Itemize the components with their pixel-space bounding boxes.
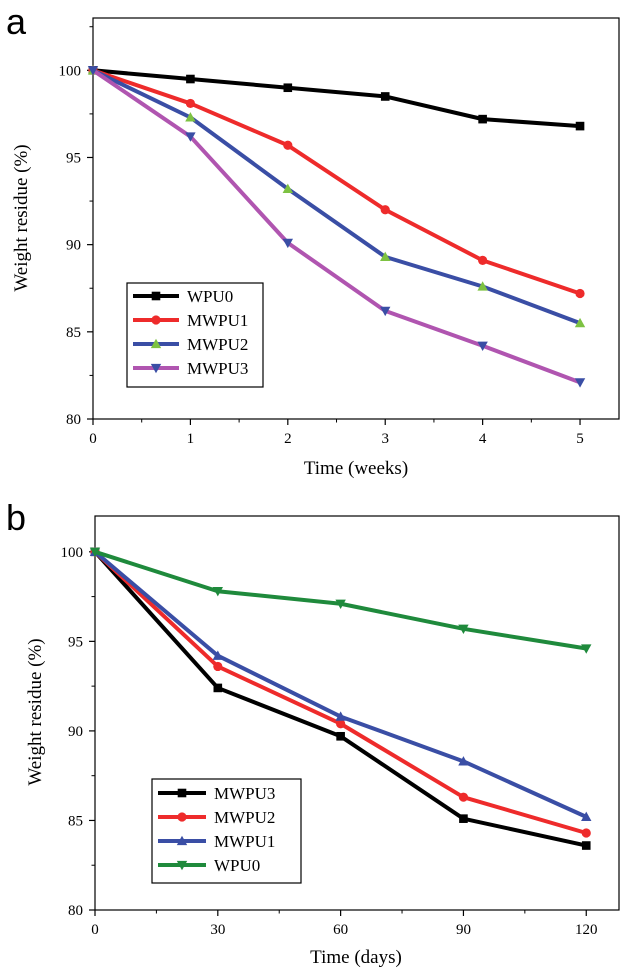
data-point-wpu0 bbox=[458, 624, 469, 635]
legend-label-mwpu2: MWPU2 bbox=[214, 808, 275, 827]
axis-ticks-b: 0 30 60 90 120 80 85 90 95 100 bbox=[61, 545, 598, 938]
legend-label-mwpu3: MWPU3 bbox=[187, 359, 248, 378]
data-point-wpu0 bbox=[212, 587, 224, 597]
data-point-mwpu2 bbox=[380, 251, 391, 262]
data-point-mwpu3 bbox=[459, 814, 468, 823]
y-tick-label: 85 bbox=[68, 813, 83, 829]
series-group-a bbox=[87, 65, 586, 388]
data-point-wpu0 bbox=[380, 92, 390, 101]
plot-frame-b bbox=[94, 515, 620, 911]
y-tick-label: 90 bbox=[66, 238, 81, 254]
data-point-wpu0 bbox=[335, 599, 346, 609]
data-point-wpu0 bbox=[478, 114, 487, 124]
plot-frame-a bbox=[92, 17, 620, 420]
legend-label-mwpu3: MWPU3 bbox=[214, 784, 275, 803]
legend-marker-wpu0 bbox=[151, 291, 161, 301]
chart-panel-b: b 0 30 60 90 120 80 85 90 95 100 Time (days) Weig… bbox=[6, 497, 620, 968]
series-group-b bbox=[89, 546, 592, 850]
series-line-mwpu3 bbox=[91, 68, 581, 385]
legend-label-mwpu1: MWPU1 bbox=[187, 311, 248, 330]
data-point-mwpu2 bbox=[213, 661, 223, 672]
y-axis-title-b: Weight residue (%) bbox=[25, 638, 46, 785]
y-tick-label: 80 bbox=[66, 412, 81, 428]
data-point-wpu0 bbox=[89, 547, 101, 558]
data-point-mwpu1 bbox=[478, 255, 488, 265]
x-tick-label: 5 bbox=[576, 431, 584, 447]
data-point-mwpu1 bbox=[335, 711, 346, 721]
x-tick-label: 90 bbox=[456, 922, 471, 938]
data-point-mwpu2 bbox=[477, 281, 488, 291]
data-point-mwpu2 bbox=[581, 828, 591, 838]
x-tick-label: 2 bbox=[284, 431, 292, 447]
legend-marker-mwpu1 bbox=[176, 835, 188, 846]
data-point-mwpu2 bbox=[185, 112, 196, 122]
series-line-mwpu1 bbox=[93, 550, 588, 819]
data-point-mwpu2 bbox=[574, 317, 586, 328]
legend-marker-mwpu3 bbox=[177, 788, 187, 798]
legend-marker-wpu0 bbox=[176, 860, 188, 871]
x-tick-label: 0 bbox=[91, 922, 99, 938]
data-point-mwpu1 bbox=[458, 756, 469, 766]
data-point-mwpu3 bbox=[213, 683, 223, 693]
x-tick-label: 1 bbox=[187, 431, 195, 447]
data-point-wpu0 bbox=[186, 74, 195, 84]
data-point-mwpu3 bbox=[574, 378, 586, 388]
data-point-wpu0 bbox=[283, 83, 293, 93]
panel-label-b: b bbox=[6, 497, 26, 538]
data-point-mwpu3 bbox=[282, 238, 294, 249]
legend-label-wpu0: WPU0 bbox=[214, 856, 260, 875]
data-point-mwpu3 bbox=[477, 341, 488, 351]
x-tick-label: 60 bbox=[333, 922, 348, 938]
series-line-mwpu1 bbox=[92, 68, 581, 296]
data-point-mwpu1 bbox=[581, 811, 592, 822]
x-tick-label: 120 bbox=[575, 922, 598, 938]
y-tick-label: 95 bbox=[66, 150, 81, 166]
legend-a: WPU0 MWPU1 MWPU2 MWPU3 bbox=[133, 287, 248, 378]
y-tick-label: 85 bbox=[66, 325, 81, 341]
x-tick-label: 0 bbox=[89, 431, 97, 447]
y-tick-label: 100 bbox=[61, 545, 84, 561]
panel-label-a: a bbox=[6, 1, 27, 42]
legend-marker-mwpu1 bbox=[151, 315, 161, 325]
x-tick-label: 3 bbox=[381, 431, 389, 447]
legend-label-mwpu2: MWPU2 bbox=[187, 335, 248, 354]
axis-ticks-a: 0 1 2 3 4 5 80 85 90 95 100 bbox=[59, 26, 584, 447]
legend-label-wpu0: WPU0 bbox=[187, 287, 233, 306]
data-point-mwpu1 bbox=[212, 650, 224, 660]
data-point-mwpu3 bbox=[380, 306, 391, 317]
series-line-mwpu2 bbox=[92, 68, 581, 325]
x-axis-title-a: Time (weeks) bbox=[304, 458, 408, 479]
legend-marker-mwpu2 bbox=[150, 338, 162, 349]
x-tick-label: 30 bbox=[210, 922, 225, 938]
data-point-mwpu2 bbox=[336, 719, 346, 729]
data-point-mwpu3 bbox=[336, 731, 345, 741]
data-point-mwpu1 bbox=[185, 98, 196, 109]
data-point-wpu0 bbox=[575, 121, 585, 131]
data-point-mwpu2 bbox=[458, 792, 469, 802]
y-tick-label: 95 bbox=[68, 634, 83, 650]
legend-label-mwpu1: MWPU1 bbox=[214, 832, 275, 851]
legend-b: MWPU3 MWPU2 MWPU1 WPU0 bbox=[158, 784, 275, 875]
data-point-wpu0 bbox=[581, 644, 592, 654]
legend-marker-mwpu3 bbox=[150, 363, 162, 374]
data-point-mwpu3 bbox=[185, 132, 196, 142]
data-point-mwpu1 bbox=[380, 205, 390, 215]
y-axis-title-a: Weight residue (%) bbox=[11, 144, 32, 291]
data-point-mwpu2 bbox=[282, 183, 294, 194]
data-point-mwpu1 bbox=[575, 288, 585, 299]
y-tick-label: 90 bbox=[68, 724, 83, 740]
series-line-wpu0 bbox=[92, 68, 581, 129]
data-point-mwpu3 bbox=[581, 841, 591, 850]
chart-panel-a: a 0 1 2 3 4 5 80 85 90 95 100 Time (weeks) Weight … bbox=[6, 1, 620, 479]
legend-marker-mwpu2 bbox=[177, 812, 187, 822]
x-axis-title-b: Time (days) bbox=[310, 947, 402, 968]
data-point-mwpu1 bbox=[283, 140, 293, 150]
y-tick-label: 100 bbox=[59, 63, 82, 79]
y-tick-label: 80 bbox=[68, 903, 83, 919]
x-tick-label: 4 bbox=[479, 431, 487, 447]
data-point-mwpu3 bbox=[87, 66, 99, 76]
